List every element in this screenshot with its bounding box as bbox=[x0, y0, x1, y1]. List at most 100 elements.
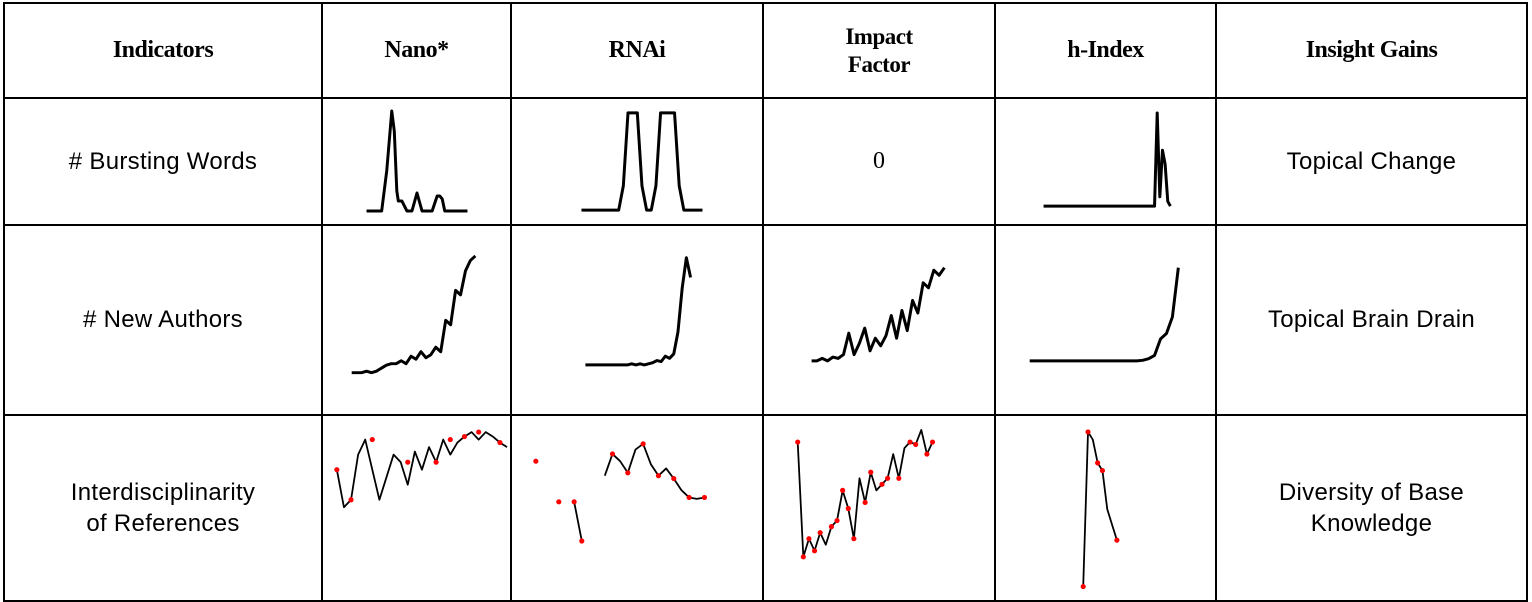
refs-nano-point bbox=[433, 459, 439, 465]
header-impact-line2: Factor bbox=[847, 51, 911, 77]
authors-nano-line bbox=[351, 254, 477, 375]
refs-impact-point bbox=[896, 475, 902, 481]
indicators-table: Indicators Nano* RNAi Impact Factor h-In… bbox=[3, 2, 1528, 602]
cell-refs-rnai bbox=[510, 413, 764, 602]
refs-rnai-point bbox=[701, 494, 708, 500]
refs-rnai-point bbox=[671, 475, 677, 481]
label-new-authors: # New Authors bbox=[3, 224, 323, 416]
label-interdisciplinarity: Interdisciplinarity of References bbox=[3, 413, 323, 602]
header-rnai: RNAi bbox=[510, 2, 764, 99]
authors-hindex-line bbox=[1029, 267, 1180, 363]
bursting-hindex-line bbox=[1043, 111, 1172, 208]
cell-authors-nano bbox=[321, 224, 512, 416]
refs-impact-point bbox=[885, 475, 891, 481]
label-bursting-words: # Bursting Words bbox=[3, 97, 323, 226]
refs-impact-point bbox=[924, 451, 930, 457]
refs-hindex-point bbox=[1099, 467, 1106, 473]
gain-diversity-line2: Knowledge bbox=[1310, 509, 1433, 537]
authors-rnai-line bbox=[585, 256, 693, 367]
row-new-authors: # New Authors Topical Brain Drain bbox=[3, 224, 1528, 416]
refs-impact-point bbox=[868, 469, 874, 475]
sparkline-authors-nano bbox=[351, 254, 477, 375]
bursting-rnai-line bbox=[581, 111, 703, 212]
refs-hindex-point bbox=[1080, 583, 1086, 589]
header-impact-line1: Impact bbox=[845, 23, 913, 49]
refs-impact-point bbox=[929, 438, 936, 445]
refs-rnai-point bbox=[625, 469, 631, 475]
refs-hindex-point bbox=[1114, 537, 1120, 543]
sparkline-authors-hindex bbox=[1029, 267, 1180, 363]
sparkline-authors-rnai bbox=[585, 256, 693, 367]
refs-hindex-point bbox=[1095, 459, 1101, 465]
refs-impact-point bbox=[851, 535, 857, 541]
refs-rnai-point bbox=[556, 498, 562, 504]
refs-rnai-line-2 bbox=[573, 501, 583, 541]
refs-nano-point bbox=[476, 429, 482, 435]
cell-bursting-rnai bbox=[510, 97, 764, 226]
refs-nano-point bbox=[348, 496, 354, 502]
header-impact-factor: Impact Factor bbox=[762, 2, 996, 99]
refs-impact-point bbox=[834, 517, 840, 523]
sparkline-authors-impact bbox=[811, 266, 946, 363]
refs-rnai-point bbox=[655, 472, 662, 478]
header-h-index: h-Index bbox=[994, 2, 1217, 99]
gain-diversity: Diversity of Base Knowledge bbox=[1215, 413, 1528, 602]
refs-nano-point bbox=[497, 439, 503, 445]
header-insight-gains: Insight Gains bbox=[1215, 2, 1528, 99]
refs-impact-point bbox=[817, 529, 823, 535]
refs-impact-line bbox=[796, 428, 934, 558]
gain-diversity-line1: Diversity of Base bbox=[1278, 478, 1465, 506]
sparkline-refs-hindex bbox=[1080, 428, 1120, 589]
refs-impact-point bbox=[907, 438, 913, 445]
bursting-nano-line bbox=[366, 109, 468, 213]
refs-impact-point bbox=[862, 499, 868, 505]
cell-authors-rnai bbox=[510, 224, 764, 416]
refs-impact-point bbox=[811, 547, 818, 553]
cell-authors-impact bbox=[762, 224, 996, 416]
label-refs-line2: of References bbox=[86, 509, 240, 537]
cell-refs-impact bbox=[762, 413, 996, 602]
refs-impact-point bbox=[840, 487, 846, 493]
refs-impact-point bbox=[879, 481, 885, 487]
refs-impact-point bbox=[828, 523, 834, 529]
gain-topical-brain-drain: Topical Brain Drain bbox=[1215, 224, 1528, 416]
cell-bursting-nano bbox=[321, 97, 512, 226]
label-refs-line1: Interdisciplinarity bbox=[70, 478, 256, 506]
cell-refs-hindex bbox=[994, 413, 1217, 602]
refs-nano-point bbox=[334, 466, 340, 472]
refs-impact-point bbox=[913, 441, 919, 447]
sparkline-bursting-nano bbox=[366, 109, 468, 213]
row-bursting-words: # Bursting Words 0 Topical Change bbox=[3, 97, 1528, 226]
refs-impact-point bbox=[800, 553, 806, 559]
refs-rnai-point bbox=[609, 450, 616, 457]
refs-nano-point bbox=[369, 436, 375, 442]
refs-rnai-point bbox=[579, 537, 585, 544]
refs-nano-point bbox=[461, 433, 468, 439]
refs-nano-point bbox=[447, 436, 453, 442]
refs-rnai-point bbox=[571, 498, 577, 504]
refs-rnai-point bbox=[640, 440, 646, 446]
header-indicators: Indicators bbox=[3, 2, 323, 99]
refs-impact-point bbox=[845, 505, 851, 511]
refs-rnai-point bbox=[686, 494, 692, 500]
value-bursting-impact: 0 bbox=[762, 97, 996, 226]
refs-nano-point bbox=[405, 459, 411, 465]
refs-impact-point bbox=[806, 535, 812, 541]
refs-impact-point bbox=[795, 438, 801, 445]
sparkline-bursting-rnai bbox=[581, 111, 703, 212]
refs-rnai-point bbox=[533, 458, 539, 464]
header-nano: Nano* bbox=[321, 2, 512, 99]
row-interdisciplinarity: Interdisciplinarity of References Divers… bbox=[3, 413, 1528, 602]
cell-refs-nano bbox=[321, 413, 512, 602]
sparkline-refs-nano bbox=[334, 429, 508, 508]
gain-topical-change: Topical Change bbox=[1215, 97, 1528, 226]
refs-hindex-line bbox=[1082, 430, 1118, 587]
refs-rnai-line-3 bbox=[603, 442, 705, 500]
cell-bursting-hindex bbox=[994, 97, 1217, 226]
refs-nano-line bbox=[335, 430, 508, 508]
authors-impact-line bbox=[811, 266, 946, 363]
header-row: Indicators Nano* RNAi Impact Factor h-In… bbox=[3, 2, 1528, 99]
sparkline-refs-impact bbox=[795, 428, 936, 559]
sparkline-bursting-hindex bbox=[1043, 111, 1172, 208]
cell-authors-hindex bbox=[994, 224, 1217, 416]
